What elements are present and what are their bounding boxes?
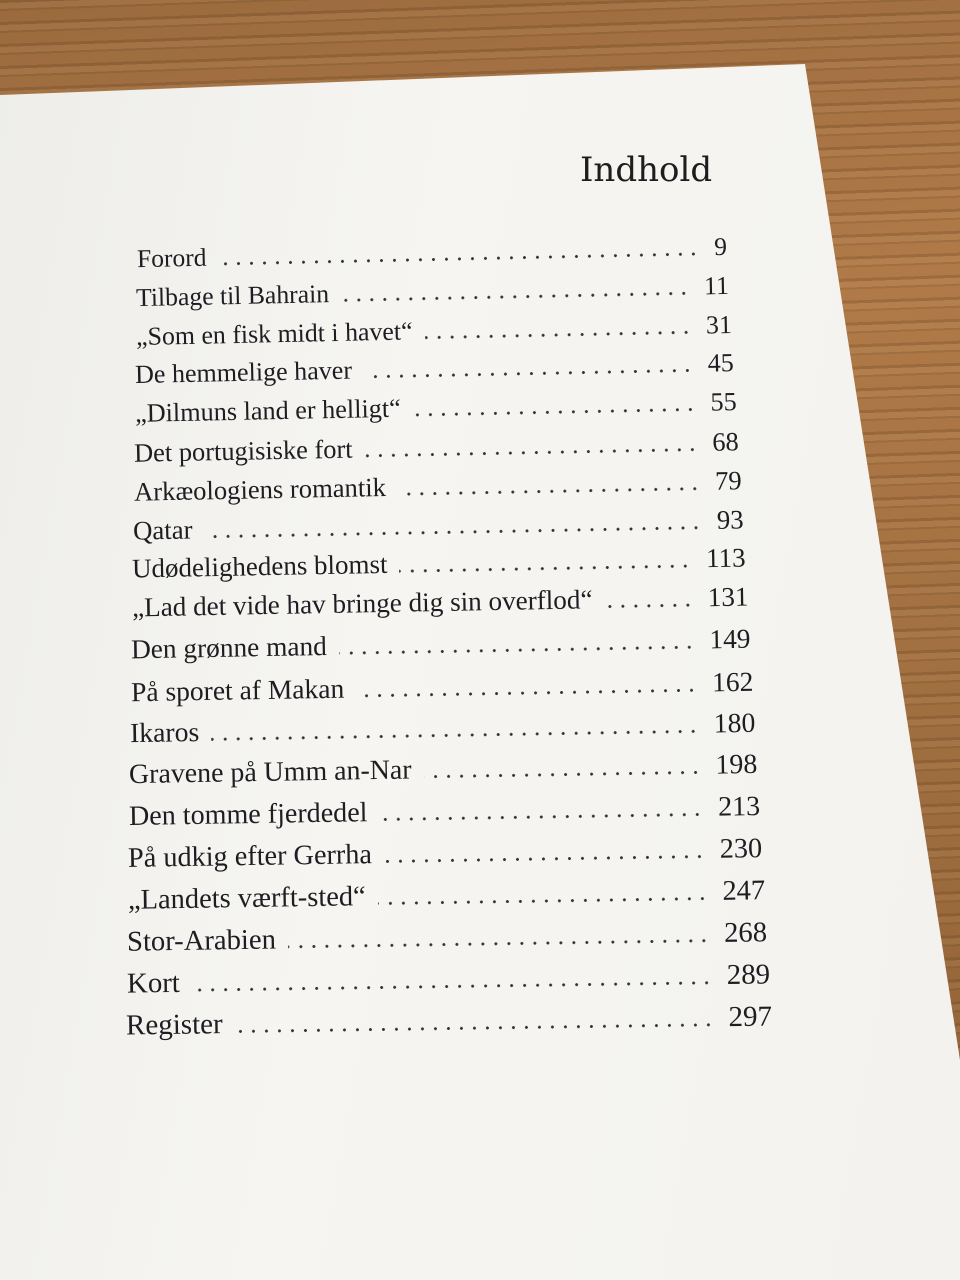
toc-entry-page: 268 (724, 916, 768, 950)
dot-leader (379, 812, 705, 822)
toc-entry: De hemmelige haver 45 (135, 348, 734, 390)
toc-entry: Arkæologiens romantik 79 (133, 465, 741, 507)
toc-entry-page: 149 (709, 623, 751, 655)
dot-leader (234, 1023, 715, 1033)
toc-entry: „Som en fisk midt i havet“ 31 (136, 310, 732, 352)
dot-leader (377, 896, 709, 905)
toc-entry-page: 9 (713, 231, 728, 262)
toc-entry-title: Register (125, 1008, 223, 1042)
toc-entry-page: 79 (714, 465, 742, 496)
dot-leader (341, 291, 691, 302)
toc-entry: Register 297 (126, 1000, 772, 1042)
dot-leader (218, 252, 701, 266)
dot-leader (424, 771, 703, 779)
toc-entry-page: 93 (716, 503, 744, 535)
toc-entry-title: Stor-Arabien (126, 923, 277, 959)
dot-leader (604, 603, 694, 609)
dot-leader (339, 645, 696, 655)
dot-leader (191, 981, 713, 992)
toc-entry: På sporet af Makan 162 (130, 665, 753, 708)
toc-entry: På udkig efter Gerrha 230 (128, 833, 763, 875)
dot-leader (384, 854, 707, 863)
toc-entry-page: 55 (709, 387, 737, 417)
toc-entry-page: 180 (713, 707, 756, 739)
toc-entry-title: „Som en fisk midt i havet“ (135, 316, 413, 351)
dot-leader (364, 447, 699, 458)
toc-entry-title: Kort (126, 967, 180, 1000)
toc-entry-title: Den grønne mand (130, 630, 328, 665)
toc-entry-page: 289 (726, 958, 770, 992)
toc-entry-page: 11 (704, 270, 730, 301)
toc-entry-title: „Lad det vide hav bringe dig sin overflo… (131, 584, 593, 623)
toc-entry-title: Arkæologiens romantik (133, 471, 386, 507)
toc-entry-page: 68 (712, 426, 740, 457)
toc-entry-title: Tilbage til Bahrain (136, 278, 330, 312)
toc-entry-title: Det portugisiske fort (133, 433, 353, 468)
toc-entry: „Lad det vide hav bringe dig sin overflo… (132, 582, 749, 624)
toc-entry: Den grønne mand 149 (131, 624, 751, 666)
page-title: Indhold (580, 150, 713, 190)
toc-entry: Forord 9 (137, 232, 727, 274)
toc-entry: Stor-Arabien 268 (127, 917, 768, 959)
dot-leader (424, 330, 692, 339)
toc-entry: Kort 289 (126, 959, 769, 1001)
toc-entry-page: 230 (719, 832, 763, 865)
toc-entry-title: Gravene på Umm an-Nar (129, 754, 413, 791)
toc-entry-title: Udødelighedens blomst (132, 549, 389, 584)
toc-entry: Det portugisiske fort 68 (134, 426, 739, 469)
toc-entry-page: 162 (711, 665, 754, 698)
toc-entry: Udødelighedens blomst 113 (132, 543, 746, 585)
toc-entry-page: 297 (728, 1000, 773, 1034)
toc-entry-title: „Dilmuns land er helligt“ (134, 393, 401, 429)
toc-entry: Qatar 93 (133, 504, 744, 546)
dot-leader (412, 408, 697, 417)
toc-entry-page: 45 (707, 348, 735, 378)
toc-entry: Gravene på Umm an-Nar 198 (129, 749, 758, 791)
toc-entry: Tilbage til Bahrain 11 (136, 271, 729, 313)
toc-entry-page: 113 (706, 542, 747, 574)
toc-entry-title: På sporet af Makan (130, 672, 345, 707)
dot-leader (364, 369, 695, 379)
toc-entry-page: 213 (717, 791, 761, 823)
toc-entry-title: De hemmelige haver (135, 355, 353, 390)
toc-entry-title: Forord (136, 242, 207, 274)
toc-entry-page: 31 (705, 309, 732, 340)
toc-entry-page: 131 (707, 581, 749, 613)
toc-entry-title: Den tomme fjerdedel (128, 797, 368, 833)
toc-entry: Ikaros 180 (130, 707, 756, 749)
toc-entry-title: Qatar (132, 514, 193, 546)
dot-leader (399, 564, 693, 574)
dot-leader (288, 939, 711, 949)
toc-entry: „Dilmuns land er helligt“ 55 (134, 387, 736, 429)
toc-entry-title: „Landets værft-sted“ (127, 880, 366, 916)
dot-leader (211, 730, 700, 742)
toc-entry-page: 247 (721, 874, 766, 907)
toc-entry-title: På udkig efter Gerrha (128, 838, 373, 874)
toc-entry-title: Ikaros (129, 716, 200, 749)
dot-leader (204, 525, 703, 538)
toc-entry: Den tomme fjerdedel 213 (129, 791, 761, 833)
toc-entry-page: 198 (715, 749, 758, 781)
toc-entry: „Landets værft-sted“ 247 (128, 875, 766, 917)
dot-leader (397, 486, 701, 496)
dot-leader (355, 688, 698, 698)
